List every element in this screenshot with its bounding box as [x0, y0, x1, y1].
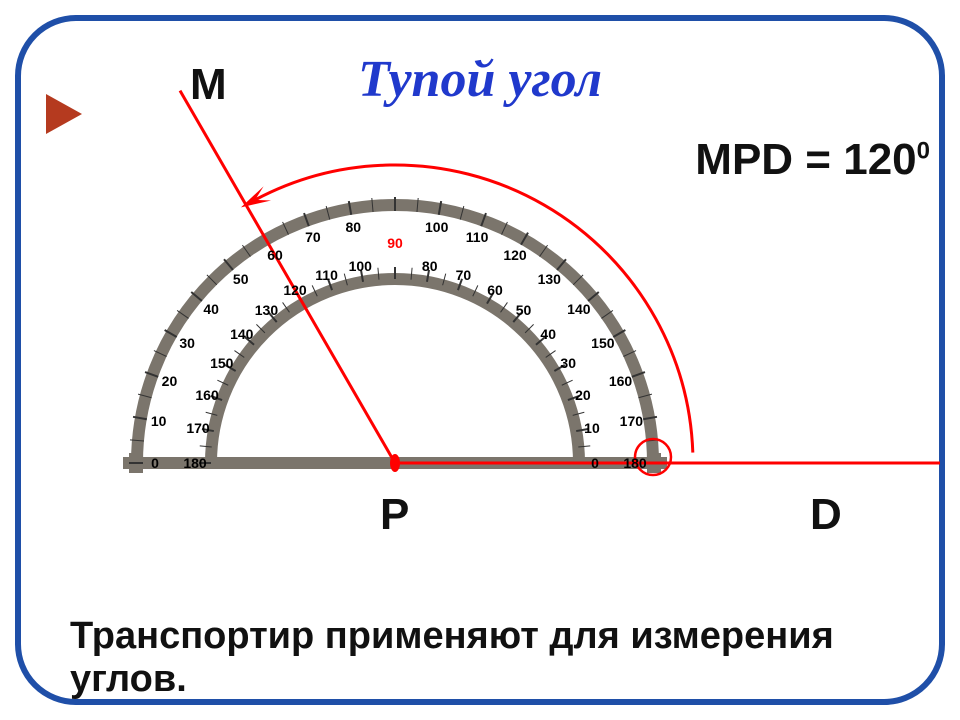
tick-inner-label: 60 — [487, 282, 503, 298]
angle-sup: 0 — [917, 137, 930, 164]
stage: Тупой угол MPD = 1200 M P D Транспортир … — [0, 0, 960, 720]
tick-inner-label: 20 — [575, 387, 591, 403]
tick-outer-label: 60 — [267, 247, 283, 263]
footer-line1: Транспортир применяют для измерения — [70, 615, 834, 657]
tick-inner-label: 80 — [422, 258, 438, 274]
tick-outer-label: 40 — [203, 301, 219, 317]
tick-outer-label: 30 — [179, 335, 195, 351]
tick-inner-label: 140 — [230, 326, 253, 342]
tick-inner-label: 50 — [516, 302, 532, 318]
tick-outer-label: 70 — [305, 229, 321, 245]
tick-inner-label: 110 — [315, 267, 338, 283]
tick-outer-label: 170 — [620, 413, 643, 429]
point-D-label: D — [810, 490, 842, 540]
tick-outer-label: 140 — [567, 301, 590, 317]
tick-outer-label: 100 — [425, 219, 448, 235]
tick-inner-label: 0 — [591, 455, 599, 471]
tick-inner-label: 170 — [186, 420, 209, 436]
title: Тупой угол — [358, 50, 602, 109]
tick-outer-label: 160 — [609, 373, 632, 389]
tick-inner-label: 130 — [255, 302, 278, 318]
footer-text: Транспортир применяют для измерения угло… — [70, 615, 920, 702]
tick-outer-label: 120 — [503, 247, 526, 263]
tick-outer-label: 10 — [151, 413, 167, 429]
angle-equation: MPD = 1200 — [645, 135, 930, 185]
tick-outer-label: 80 — [346, 219, 362, 235]
point-M-label: M — [190, 60, 227, 110]
tick-inner-label: 120 — [283, 282, 306, 298]
tick-outer-label: 180 — [623, 455, 646, 471]
tick-inner-label: 40 — [540, 326, 556, 342]
tick-inner-label: 150 — [210, 355, 233, 371]
tick-inner-label: 30 — [560, 355, 576, 371]
tick-outer-label: 150 — [591, 335, 614, 351]
tick-inner-label: 100 — [349, 258, 372, 274]
footer-line2: углов. — [70, 658, 187, 700]
slide-marker-arrow — [46, 94, 82, 134]
angle-value: 120 — [843, 135, 916, 184]
tick-outer-label: 0 — [151, 455, 159, 471]
tick-90-label: 90 — [387, 235, 403, 251]
tick-outer-label: 20 — [162, 373, 178, 389]
tick-inner-label: 180 — [183, 455, 206, 471]
tick-inner-label: 70 — [456, 267, 472, 283]
tick-outer-label: 50 — [233, 271, 249, 287]
tick-inner-label: 160 — [195, 387, 218, 403]
tick-outer-label: 130 — [538, 271, 561, 287]
tick-inner-label: 10 — [584, 420, 600, 436]
angle-text: MPD = — [695, 135, 843, 184]
tick-outer-label: 110 — [466, 229, 489, 245]
point-P-label: P — [380, 490, 409, 540]
